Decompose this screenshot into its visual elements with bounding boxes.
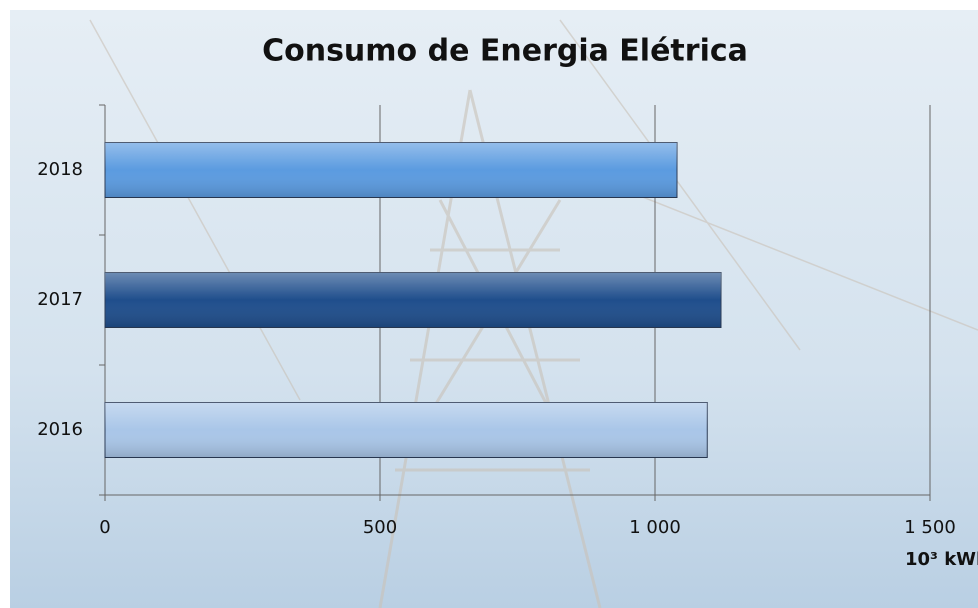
bar-shine: [105, 272, 721, 328]
chart-title: Consumo de Energia Elétrica: [262, 34, 748, 69]
y-tick-label: 2016: [37, 419, 83, 440]
y-tick-label: 2018: [37, 159, 83, 180]
x-tick-label: 0: [99, 517, 110, 538]
x-tick-label: 1 500: [904, 517, 956, 538]
x-tick-label: 500: [363, 517, 397, 538]
bar-shine: [105, 402, 708, 458]
x-tick-label: 1 000: [629, 517, 681, 538]
y-tick-label: 2017: [37, 289, 83, 310]
tower-decoration: [89, 19, 978, 608]
bar-shine: [105, 142, 677, 198]
x-axis-label: 10³ kWh: [905, 549, 978, 570]
